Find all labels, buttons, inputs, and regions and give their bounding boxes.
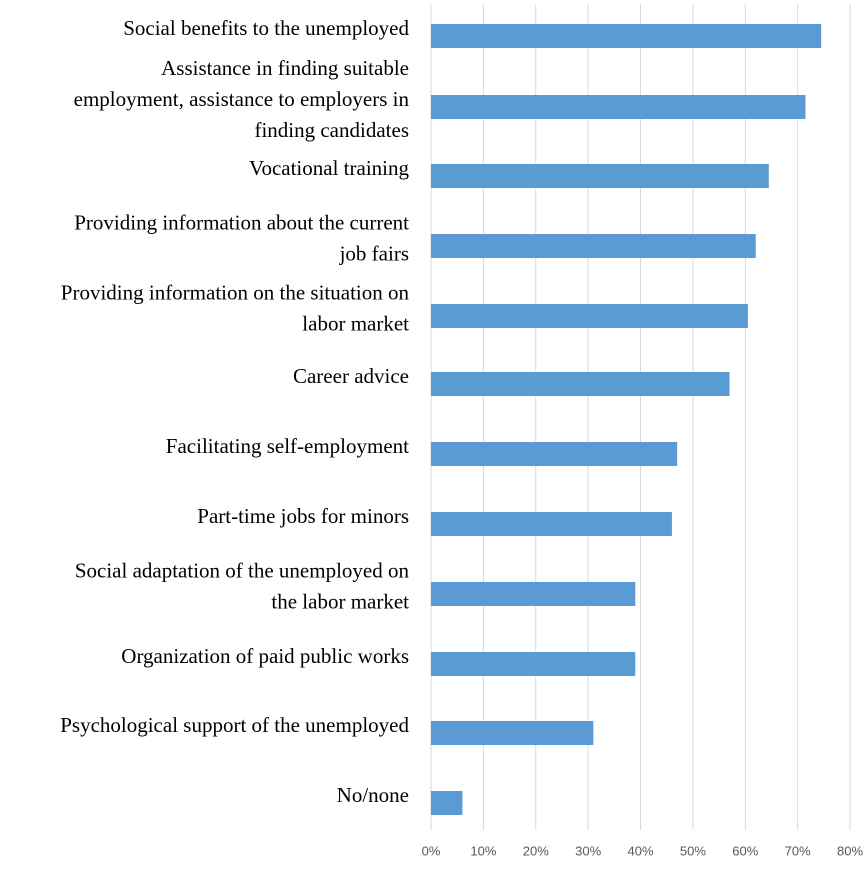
category-label-line: finding candidates xyxy=(254,118,409,142)
x-tick-label: 50% xyxy=(680,843,706,858)
bar xyxy=(431,164,769,188)
bar xyxy=(431,721,594,745)
bar xyxy=(431,512,672,536)
category-label: Providing information on the situation o… xyxy=(61,281,410,336)
category-label-line: Assistance in finding suitable xyxy=(161,56,409,80)
category-label: Assistance in finding suitable employment… xyxy=(74,56,410,142)
x-tick-label: 20% xyxy=(523,843,549,858)
category-label: Psychological support of the unemployed xyxy=(60,713,409,737)
category-label-line: No/none xyxy=(337,783,409,807)
category-label: Providing information about the current j… xyxy=(74,211,409,266)
category-label-line: the labor market xyxy=(271,590,409,614)
category-label-line: Social benefits to the unemployed xyxy=(123,16,409,40)
category-label-line: Part-time jobs for minors xyxy=(197,504,409,528)
category-label: Organization of paid public works xyxy=(121,644,409,668)
x-tick-label: 30% xyxy=(575,843,601,858)
bar xyxy=(431,372,730,396)
category-label: Part-time jobs for minors xyxy=(197,504,409,528)
category-label-line: Career advice xyxy=(293,364,409,388)
category-label: Facilitating self-employment xyxy=(166,434,409,458)
x-tick-label: 70% xyxy=(785,843,811,858)
category-labels: Social benefits to the unemployed Assista… xyxy=(60,16,409,807)
bars xyxy=(431,24,822,815)
category-label-line: Psychological support of the unemployed xyxy=(60,713,409,737)
category-label-line: Organization of paid public works xyxy=(121,644,409,668)
bar xyxy=(431,304,748,328)
category-label: No/none xyxy=(337,783,409,807)
category-label: Career advice xyxy=(293,364,409,388)
bar xyxy=(431,95,806,119)
category-label-line: Providing information about the current xyxy=(74,211,409,235)
category-label: Vocational training xyxy=(249,156,409,180)
bar xyxy=(431,442,678,466)
bar xyxy=(431,24,822,48)
x-tick-label: 60% xyxy=(732,843,758,858)
x-tick-label: 10% xyxy=(470,843,496,858)
category-label-line: labor market xyxy=(302,312,409,336)
bar xyxy=(431,234,756,258)
category-label-line: Facilitating self-employment xyxy=(166,434,409,458)
x-tick-label: 80% xyxy=(837,843,863,858)
x-axis-tick-labels: 0% 10% 20% 30% 40% 50% 60% 70% 80% xyxy=(422,843,864,858)
x-tick-label: 40% xyxy=(627,843,653,858)
category-label-line: Vocational training xyxy=(249,156,409,180)
category-label-line: Providing information on the situation o… xyxy=(61,281,410,305)
bar xyxy=(431,652,636,676)
bar xyxy=(431,791,463,815)
gridlines xyxy=(430,4,851,830)
category-label-line: job fairs xyxy=(339,242,409,266)
category-label-line: employment, assistance to employers in xyxy=(74,87,410,111)
x-tick-label: 0% xyxy=(422,843,441,858)
category-label: Social adaptation of the unemployed on th… xyxy=(75,559,410,614)
bar xyxy=(431,582,636,606)
category-label: Social benefits to the unemployed xyxy=(123,16,409,40)
category-label-line: Social adaptation of the unemployed on xyxy=(75,559,410,583)
